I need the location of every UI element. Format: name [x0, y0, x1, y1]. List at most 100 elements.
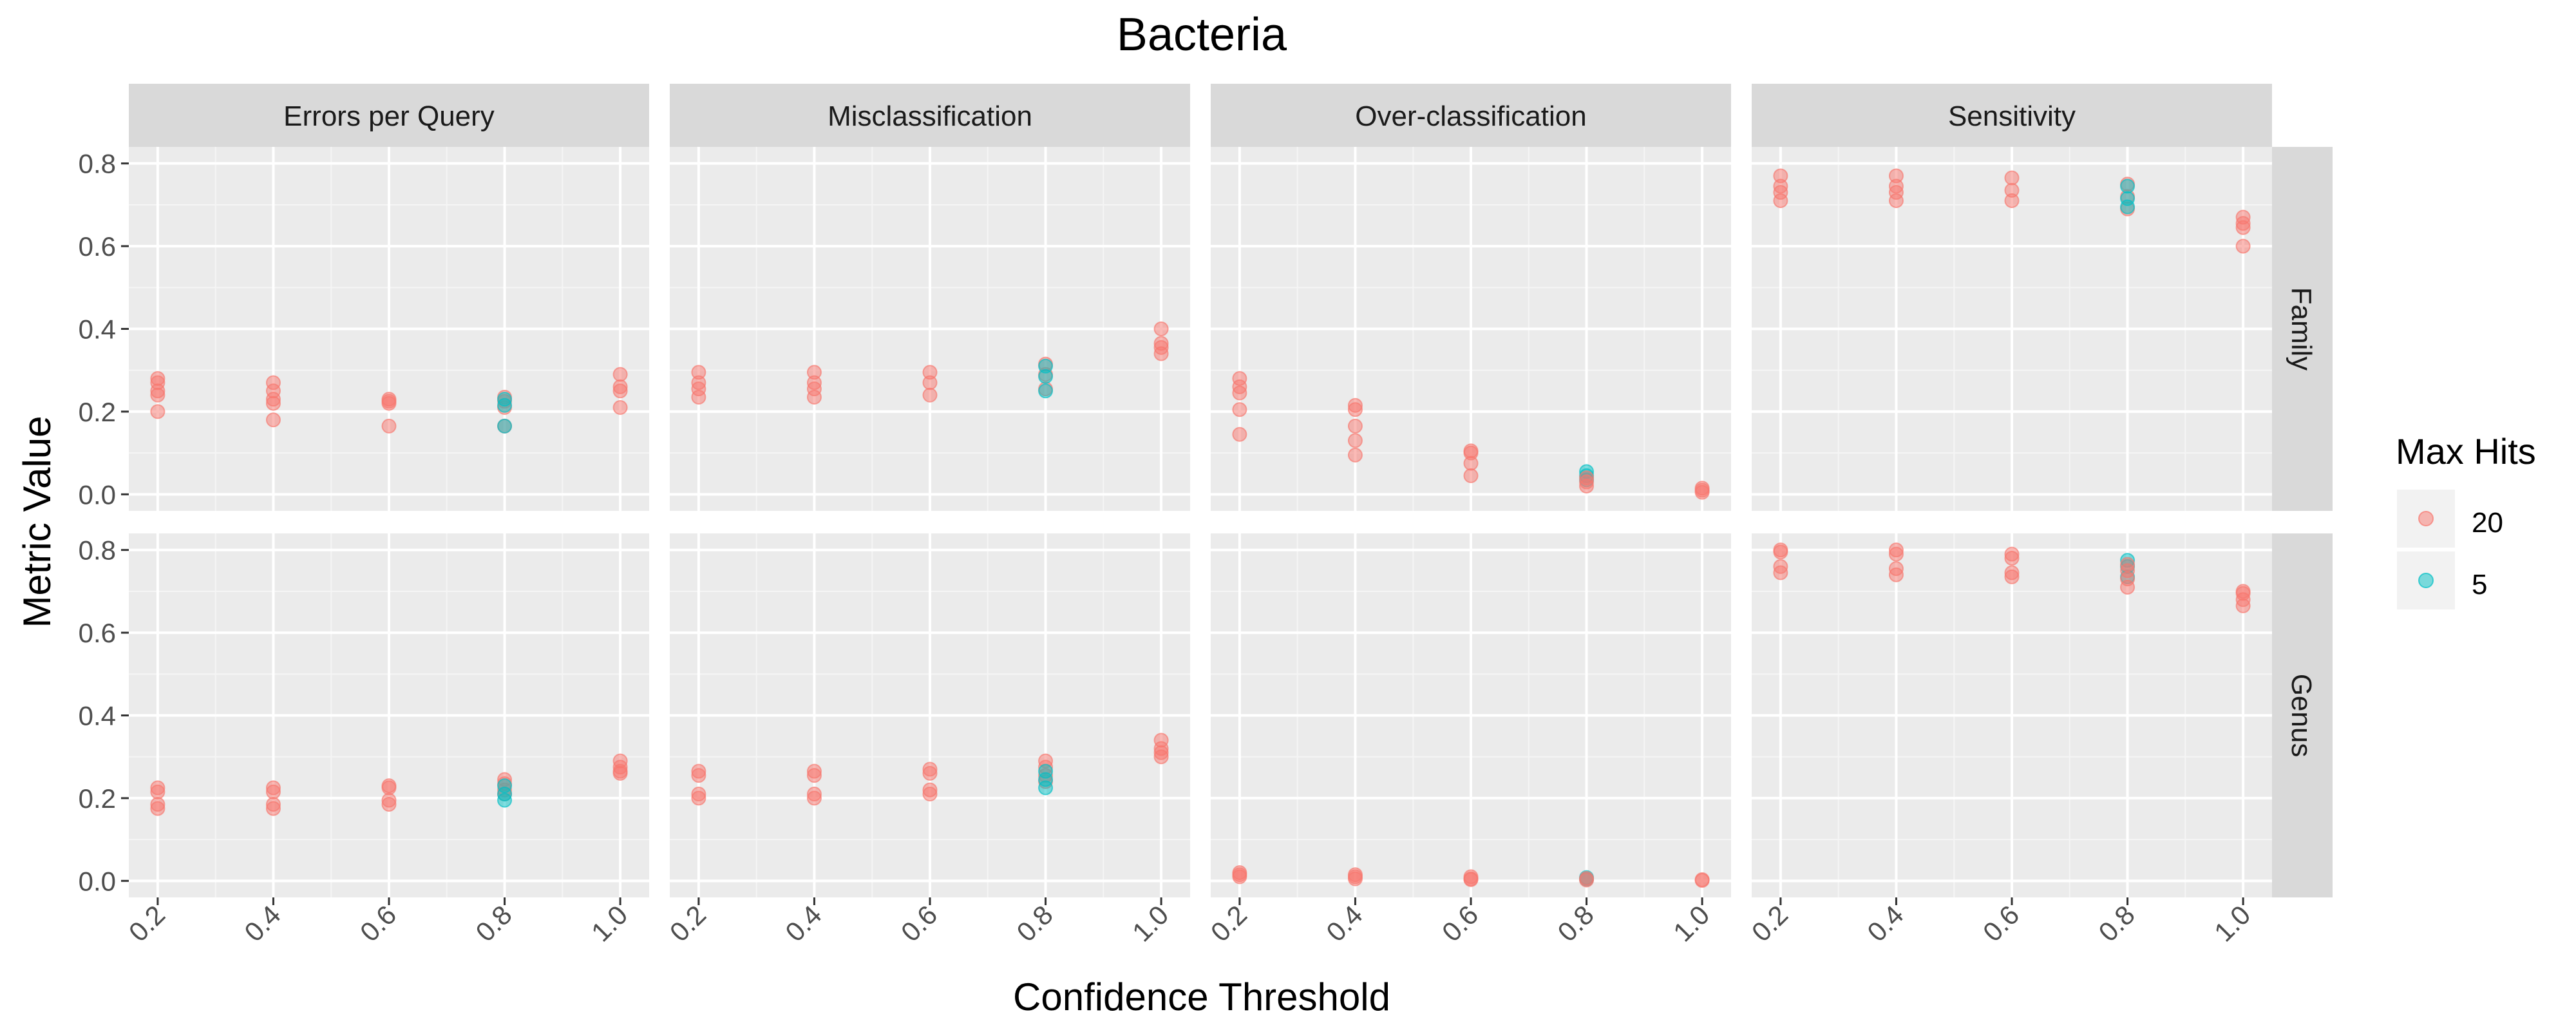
- data-point-sensitivity-family-8: [2004, 170, 2020, 186]
- legend-label-5: 5: [2472, 569, 2487, 600]
- facet-strip-sensitivity: [1752, 84, 2272, 147]
- data-point-sensitivity-family-20: [2235, 238, 2251, 254]
- y-tick-label: 0.8: [79, 149, 116, 179]
- data-point-misclassification-family-10: [922, 387, 938, 403]
- facet-strip-misclassification: [670, 84, 1190, 147]
- data-point-sensitivity-genus-5: [1888, 546, 1904, 562]
- data-point-errors-per-query-family-9: [265, 412, 281, 428]
- data-point-errors-per-query-family-8: [265, 396, 281, 411]
- facet-strip-errors-per-query: [129, 84, 649, 147]
- x-axis-label: Confidence Threshold: [1013, 975, 1390, 1019]
- data-point-misclassification-genus-3: [691, 790, 706, 806]
- data-point-over-classification-family-6: [1347, 402, 1363, 417]
- facet-strip-genus: [2272, 533, 2333, 897]
- legend-swatch-20: [2418, 511, 2434, 526]
- data-point-over-classification-family-7: [1347, 418, 1363, 434]
- data-point-errors-per-query-genus-11: [381, 797, 397, 812]
- data-point-sensitivity-family-10: [2004, 193, 2020, 208]
- y-tick-label: 0.6: [79, 231, 116, 262]
- y-tick-label: 0.4: [79, 314, 116, 345]
- data-point-errors-per-query-genus-1: [150, 784, 166, 799]
- panel-errors-per-query-family: [129, 147, 649, 511]
- data-point-over-classification-family-9: [1347, 447, 1363, 463]
- y-tick-label: 0.2: [79, 397, 116, 427]
- data-point-misclassification-genus-9: [922, 765, 938, 781]
- data-point-over-classification-genus-12: [1579, 872, 1595, 888]
- data-point-errors-per-query-family-12: [381, 396, 397, 411]
- data-point-errors-per-query-family-19: [497, 397, 513, 413]
- data-point-over-classification-family-22: [1694, 484, 1710, 500]
- data-point-sensitivity-genus-9: [2004, 551, 2020, 566]
- data-point-misclassification-genus-7: [806, 790, 822, 806]
- facet-strip-family: [2272, 147, 2333, 511]
- panel-errors-per-query-genus: [129, 533, 649, 897]
- data-point-misclassification-family-16: [1038, 383, 1054, 399]
- panel-misclassification-genus: [670, 533, 1190, 897]
- data-point-sensitivity-genus-1: [1773, 544, 1788, 560]
- legend-label-20: 20: [2472, 507, 2503, 539]
- data-point-misclassification-genus-11: [922, 786, 938, 801]
- panel-misclassification-family: [670, 147, 1190, 511]
- data-point-misclassification-genus-1: [691, 768, 706, 783]
- y-axis-label: Metric Value: [15, 416, 59, 627]
- data-point-over-classification-family-13: [1463, 468, 1479, 483]
- data-point-sensitivity-genus-18: [2120, 579, 2136, 595]
- data-point-misclassification-family-20: [1153, 346, 1169, 361]
- y-tick-label: 0.0: [79, 479, 116, 510]
- y-tick-label: 0.4: [79, 701, 116, 731]
- data-point-errors-per-query-family-13: [381, 418, 397, 434]
- data-point-errors-per-query-genus-7: [265, 801, 281, 816]
- facet-label-genus: Genus: [2286, 674, 2317, 758]
- data-point-errors-per-query-genus-22: [612, 765, 628, 781]
- data-point-misclassification-family-17: [1153, 321, 1169, 336]
- data-point-misclassification-genus-5: [806, 768, 822, 783]
- data-point-errors-per-query-family-23: [612, 383, 628, 399]
- y-tick-label: 0.8: [79, 535, 116, 566]
- data-point-sensitivity-family-14: [2120, 178, 2136, 194]
- data-point-misclassification-genus-18: [1038, 780, 1054, 796]
- data-point-sensitivity-genus-7: [1888, 567, 1904, 582]
- panels-layer: Errors per Query Misclassification Over-cl…: [79, 84, 2333, 948]
- legend-keys: [2397, 490, 2455, 609]
- data-point-errors-per-query-family-21: [612, 367, 628, 382]
- facet-label-over-classification: Over-classification: [1355, 101, 1586, 132]
- legend-title: Max Hits: [2396, 431, 2536, 472]
- data-point-over-classification-family-19: [1579, 478, 1595, 493]
- facet-strip-over-classification: [1211, 84, 1731, 147]
- legend-swatch-5: [2418, 573, 2434, 588]
- chart-title: Bacteria: [1117, 9, 1287, 61]
- data-point-errors-per-query-family-20: [497, 418, 513, 434]
- data-point-sensitivity-family-16: [2120, 199, 2136, 215]
- data-point-errors-per-query-family-24: [612, 399, 628, 415]
- data-point-errors-per-query-genus-18: [497, 792, 513, 808]
- facet-label-misclassification: Misclassification: [828, 101, 1032, 132]
- data-point-errors-per-query-family-3: [150, 387, 166, 403]
- data-point-sensitivity-family-7: [1888, 193, 1904, 208]
- data-point-misclassification-family-3: [691, 389, 706, 405]
- y-tick-label: 0.6: [79, 618, 116, 648]
- data-point-misclassification-family-15: [1038, 369, 1054, 384]
- data-point-errors-per-query-genus-5: [265, 784, 281, 799]
- data-point-over-classification-genus-2: [1232, 869, 1247, 885]
- data-point-over-classification-family-12: [1463, 455, 1479, 471]
- data-point-sensitivity-family-3: [1773, 193, 1788, 208]
- data-point-over-classification-genus-5: [1347, 871, 1363, 886]
- facet-label-sensitivity: Sensitivity: [1948, 101, 2076, 132]
- data-point-errors-per-query-genus-9: [381, 780, 397, 796]
- y-tick-label: 0.0: [79, 866, 116, 896]
- data-point-over-classification-genus-8: [1463, 872, 1479, 887]
- data-point-over-classification-family-3: [1232, 402, 1247, 417]
- data-point-over-classification-family-4: [1232, 426, 1247, 442]
- y-tick-label: 0.2: [79, 783, 116, 814]
- data-point-sensitivity-genus-11: [2004, 569, 2020, 584]
- data-point-over-classification-family-2: [1232, 385, 1247, 401]
- panel-over-classification-genus: [1211, 533, 1731, 897]
- data-point-sensitivity-genus-22: [2235, 598, 2251, 613]
- data-point-misclassification-genus-22: [1153, 749, 1169, 765]
- data-point-sensitivity-family-19: [2235, 220, 2251, 235]
- data-point-over-classification-genus-14: [1694, 873, 1710, 888]
- facet-label-family: Family: [2286, 287, 2317, 371]
- data-point-over-classification-family-8: [1347, 433, 1363, 448]
